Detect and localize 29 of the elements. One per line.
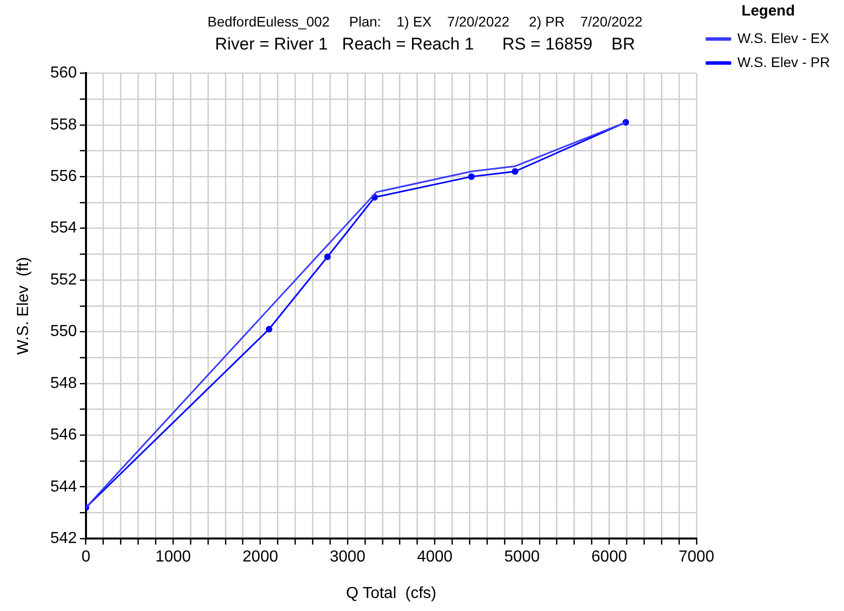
y-tick-label: 544 [50, 478, 77, 496]
point [324, 253, 331, 260]
y-tick-label: 556 [50, 168, 77, 186]
legend-title: Legend [742, 2, 795, 20]
y-tick-label: 560 [50, 64, 77, 82]
point [512, 168, 518, 175]
x-tick-label: 1000 [155, 548, 192, 566]
x-tick-label: 0 [81, 548, 90, 566]
x-axis-title: Q Total (cfs) [346, 584, 436, 602]
x-tick-label: 2000 [242, 548, 278, 566]
y-tick-label: 552 [50, 271, 77, 288]
x-tick-label: 6000 [591, 548, 628, 566]
y-axis-title: W.S. Elev (ft) [15, 257, 32, 355]
y-tick-label: 550 [50, 323, 77, 340]
point [266, 326, 272, 332]
chart-title: BedfordEuless_002 Plan: 1) EX 7/20/2022 2) PR 7/20/2022 [207, 13, 643, 30]
y-tick-label: 542 [50, 530, 77, 548]
legend-label: W.S. Elev - PR [737, 54, 830, 70]
y-tick-label: 548 [50, 374, 77, 392]
legend-label: W.S. Elev - EX [737, 30, 830, 46]
y-tick-label: 546 [50, 426, 77, 444]
x-tick-label: 7000 [678, 548, 714, 566]
y-tick-label: 558 [50, 116, 77, 134]
y-tick-label: 554 [50, 220, 77, 237]
point [468, 173, 475, 180]
x-tick-label: 4000 [416, 548, 453, 566]
chart-subtitle: River = River 1 Reach = Reach 1 RS = 16859 BR [214, 34, 636, 54]
x-tick-label: 3000 [330, 548, 366, 566]
x-tick-label: 5000 [504, 548, 540, 566]
